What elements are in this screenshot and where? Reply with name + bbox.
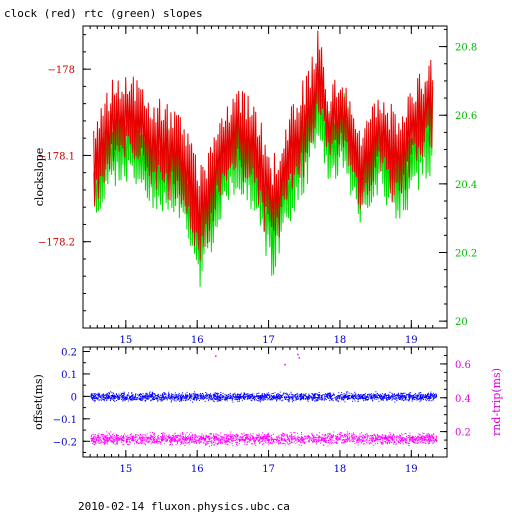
top-y2tick-label: 20.4 <box>455 180 477 191</box>
top-y2tick-label: 20.8 <box>455 43 477 54</box>
bottom-y2tick-label: 0.2 <box>455 428 471 439</box>
bottom-y2label: rnd-trip(ms) <box>490 368 503 436</box>
top-xtick-label: 17 <box>262 335 275 346</box>
top-plot-frame <box>82 25 448 329</box>
bottom-axes: 15 16 17 18 19 0.2 0.1 0 −0.1 −0.2 0.2 0.4 0.6 <box>53 347 471 475</box>
top-xtick-label: 18 <box>334 335 347 346</box>
bottom-plot-area <box>90 353 438 447</box>
bottom-y2tick-label: 0.6 <box>455 360 471 371</box>
top-ytick-label: −178.2 <box>38 238 75 249</box>
series-rnd-trip-outlier <box>284 363 286 366</box>
bottom-ytick-label: −0.1 <box>53 415 77 426</box>
chart-title: clock (red) rtc (green) slopes <box>4 7 203 20</box>
bottom-xtick-label: 15 <box>119 464 132 475</box>
bottom-ylabel: offset(ms) <box>32 374 45 430</box>
top-xtick-label: 16 <box>191 335 204 346</box>
bottom-xtick-label: 19 <box>405 464 418 475</box>
top-xtick-label: 19 <box>405 335 418 346</box>
bottom-y2tick-label: 0.4 <box>455 394 471 405</box>
top-ytick-label: −178 <box>48 65 75 76</box>
series-offset-points <box>90 391 438 403</box>
bottom-ytick-label: 0.2 <box>61 347 77 358</box>
bottom-ytick-label: 0.1 <box>61 370 77 381</box>
series-rnd-trip-points <box>90 431 438 447</box>
top-ylabel: clockslope <box>33 148 46 206</box>
series-clock-line <box>93 30 434 261</box>
footer-host-date: 2010-02-14 fluxon.physics.ubc.ca <box>78 500 290 512</box>
series-rnd-trip-outlier <box>298 357 301 359</box>
bottom-ytick-label: −0.2 <box>53 437 77 448</box>
top-y2tick-label: 20.6 <box>455 111 477 122</box>
top-ytick-label: −178.1 <box>38 151 75 162</box>
bottom-xtick-label: 17 <box>262 464 275 475</box>
bottom-plot-frame <box>82 346 448 458</box>
bottom-xtick-label: 18 <box>334 464 347 475</box>
top-y2tick-label: 20 <box>455 317 468 328</box>
series-rnd-trip-outlier <box>215 355 217 357</box>
series-rnd-trip-outlier <box>297 353 299 356</box>
top-xtick-label: 15 <box>119 335 132 346</box>
top-plot-area <box>93 30 434 287</box>
bottom-ytick-label: 0 <box>71 392 77 403</box>
bottom-xtick-label: 16 <box>191 464 204 475</box>
top-axes: 15 16 17 18 19 −178 −178.1 −178.2 20 20.2 20.4 20.6… <box>38 26 477 346</box>
top-y2tick-label: 20.2 <box>455 249 477 260</box>
